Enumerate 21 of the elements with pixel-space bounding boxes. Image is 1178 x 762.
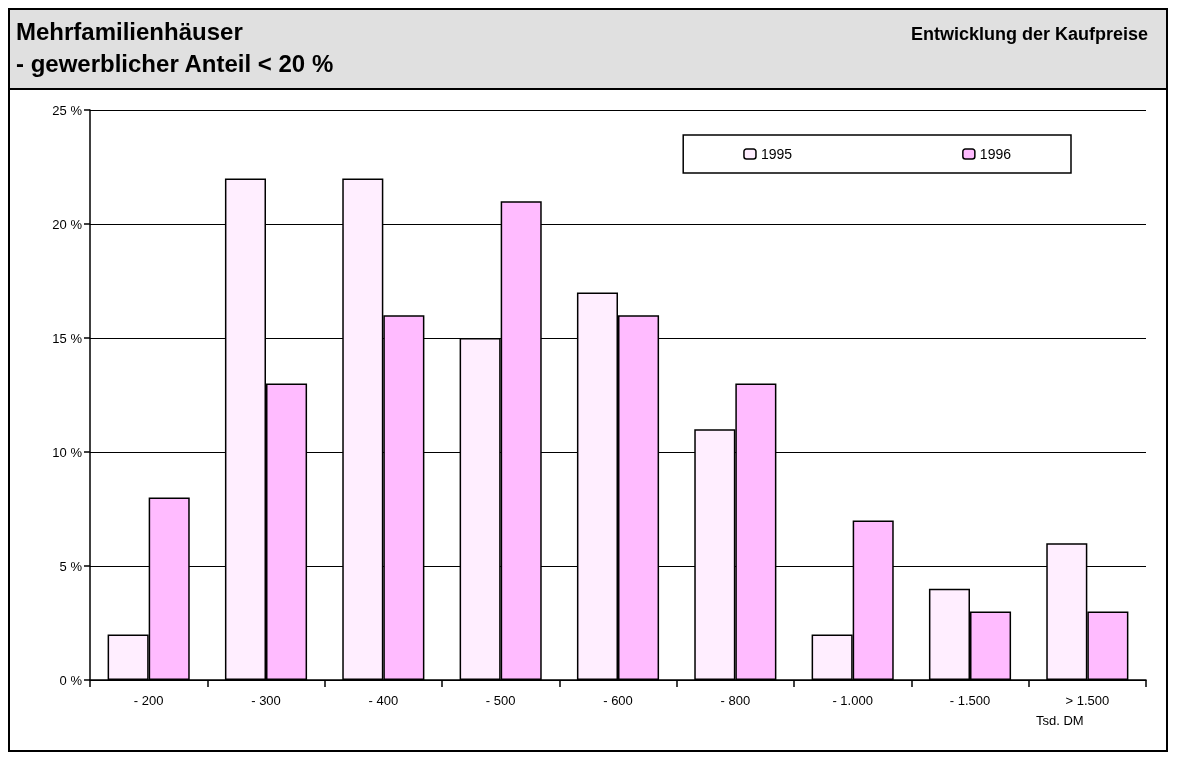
chart-title: Mehrfamilienhäuser xyxy=(16,18,243,45)
x-tick-label: > 1.500 xyxy=(1065,693,1110,708)
x-tick-label: - 500 xyxy=(485,693,516,708)
x-tick-label: - 400 xyxy=(368,693,399,708)
y-tick-label: 20 % xyxy=(52,216,83,232)
x-tick-label: - 1.000 xyxy=(832,693,873,708)
x-tick-label: - 600 xyxy=(603,693,633,708)
x-tick-label: - 800 xyxy=(720,693,751,708)
x-axis-title: Tsd. DM xyxy=(1036,713,1084,728)
x-tick-label: - 1.500 xyxy=(949,693,991,708)
y-tick-label: 0 % xyxy=(59,672,83,688)
legend-label: 1996 xyxy=(979,146,1012,162)
x-tick-label: - 200 xyxy=(133,693,164,708)
y-tick-label: 5 % xyxy=(59,558,83,574)
x-tick-label: - 300 xyxy=(251,693,281,708)
y-tick-label: 10 % xyxy=(52,444,83,460)
legend-label: 1995 xyxy=(760,146,793,162)
y-tick-label: 25 % xyxy=(52,102,83,118)
text: Entwicklung der Kaufpreise xyxy=(910,24,1148,45)
chart-subtitle: - gewerblicher Anteil < 20 % xyxy=(16,49,335,79)
y-tick-label: 15 % xyxy=(52,330,83,346)
